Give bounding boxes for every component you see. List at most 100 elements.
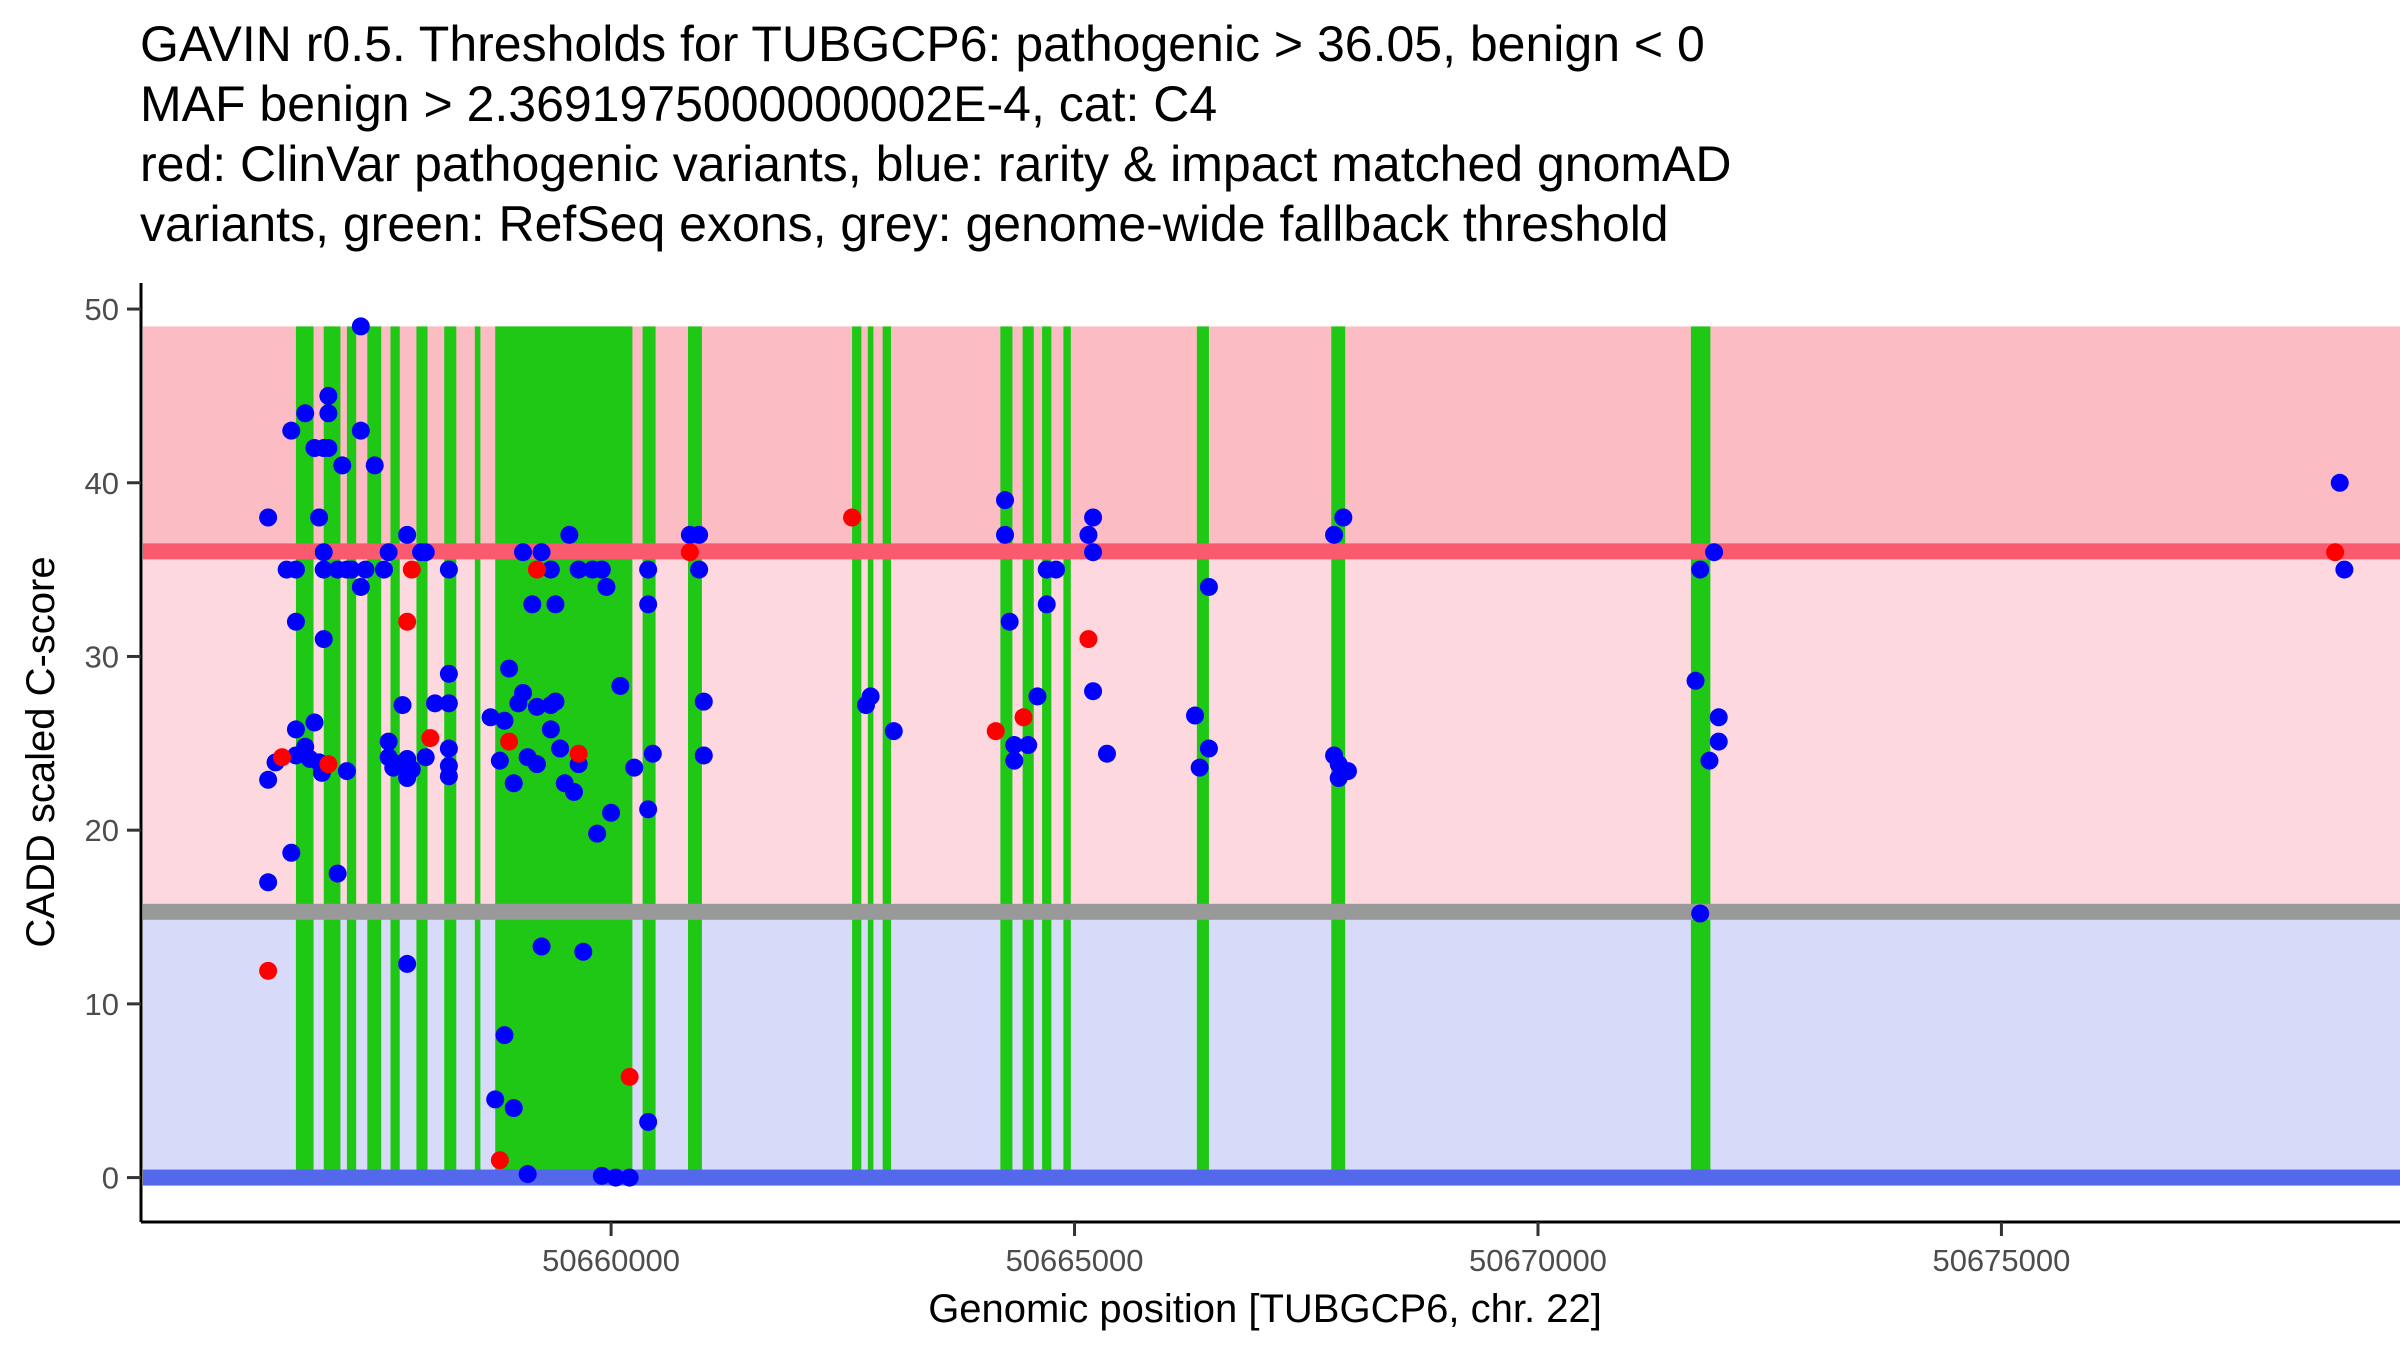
title-line-2: MAF benign > 2.3691975000000002E-4, cat:… <box>140 76 1218 132</box>
gnomad-point-35 <box>351 577 370 596</box>
gnomad-point-73 <box>523 595 542 614</box>
gnomad-point-140 <box>1691 904 1710 923</box>
gnomad-point-10 <box>286 720 305 739</box>
exon-bar-8 <box>474 326 481 1178</box>
gnomad-point-139 <box>1691 560 1710 579</box>
gnomad-point-87 <box>569 560 588 579</box>
gnomad-point-136 <box>1334 508 1353 527</box>
gnomad-point-46 <box>398 954 417 973</box>
exon-bar-14 <box>882 326 892 1178</box>
exon-bar-2 <box>323 326 341 1178</box>
gnomad-point-75 <box>527 755 546 774</box>
clinvar-point-17 <box>2326 543 2345 562</box>
gnomad-point-39 <box>379 543 398 562</box>
gnomad-point-124 <box>1084 508 1103 527</box>
gnomad-point-63 <box>495 1026 514 1045</box>
gnomad-point-3 <box>259 873 278 892</box>
gnomad-point-100 <box>639 560 658 579</box>
gnomad-point-9 <box>286 612 305 631</box>
gnomad-point-69 <box>514 543 533 562</box>
gnomad-point-40 <box>379 732 398 751</box>
gnomad-point-144 <box>1709 732 1728 751</box>
gnomad-point-81 <box>546 595 565 614</box>
gnomad-point-80 <box>541 720 560 739</box>
exon-bar-4 <box>367 326 382 1178</box>
gnomad-point-129 <box>1190 758 1209 777</box>
gnomad-point-127 <box>1097 744 1116 763</box>
gnomad-point-17 <box>310 508 329 527</box>
gnomad-point-45 <box>398 525 417 544</box>
gnomad-point-55 <box>439 664 458 683</box>
gnomad-point-137 <box>1338 762 1357 781</box>
gnomad-point-86 <box>565 782 584 801</box>
gnomad-point-71 <box>518 1165 537 1184</box>
gnomad-point-29 <box>333 456 352 475</box>
gnomad-point-66 <box>504 1099 523 1118</box>
gnomad-point-131 <box>1199 739 1218 758</box>
gnomad-point-53 <box>425 694 444 713</box>
variant-points <box>259 317 2354 1187</box>
y-tick-label-50: 50 <box>85 292 119 327</box>
pathogenic-threshold <box>143 543 2400 560</box>
clinvar-point-2 <box>273 748 292 767</box>
gnomad-point-143 <box>1709 708 1728 727</box>
gnomad-point-70 <box>514 683 533 702</box>
gnomad-point-103 <box>639 1112 658 1131</box>
gnomad-point-138 <box>1686 671 1705 690</box>
clinvar-point-13 <box>843 508 862 527</box>
x-tick-label-50660000: 50660000 <box>542 1243 680 1278</box>
gnomad-point-23 <box>314 630 333 649</box>
gnomad-point-126 <box>1084 682 1103 701</box>
exon-bar-13 <box>867 326 874 1178</box>
gnomad-point-51 <box>416 543 435 562</box>
gnomad-point-44 <box>393 696 412 715</box>
gnomad-point-98 <box>620 1168 639 1187</box>
gnomad-point-102 <box>639 800 658 819</box>
gnomad-point-132 <box>1325 525 1344 544</box>
gnomad-point-76 <box>532 543 551 562</box>
gnomad-point-31 <box>337 762 356 781</box>
gnomad-point-54 <box>439 560 458 579</box>
gnomad-point-36 <box>356 560 375 579</box>
uncertain-zone <box>143 551 2400 912</box>
gnomad-point-60 <box>481 708 500 727</box>
gnomad-point-28 <box>328 864 347 883</box>
gnomad-point-104 <box>643 744 662 763</box>
title-line-3: red: ClinVar pathogenic variants, blue: … <box>140 136 1732 192</box>
gnomad-point-92 <box>592 560 611 579</box>
gnomad-point-26 <box>319 439 338 458</box>
gnomad-point-122 <box>1046 560 1065 579</box>
gnomad-point-21 <box>314 543 333 562</box>
clinvar-point-5 <box>402 560 421 579</box>
gnomad-point-37 <box>365 456 384 475</box>
gnomad-point-115 <box>1000 612 1019 631</box>
gnomad-point-118 <box>1019 736 1038 755</box>
threshold-lines <box>143 543 2400 1186</box>
clinvar-point-14 <box>986 722 1005 741</box>
gnomad-point-8 <box>286 560 305 579</box>
threshold-bands <box>143 326 2400 1178</box>
clinvar-point-9 <box>527 560 546 579</box>
axes <box>139 283 2400 1224</box>
exon-bar-12 <box>852 326 862 1178</box>
gnomad-point-33 <box>351 317 370 336</box>
clinvar-point-3 <box>319 755 338 774</box>
gnomad-point-15 <box>305 713 324 732</box>
title-line-4: variants, green: RefSeq exons, grey: gen… <box>140 196 1669 252</box>
gnomad-point-67 <box>504 774 523 793</box>
gnomad-point-101 <box>639 595 658 614</box>
gnomad-point-52 <box>416 748 435 767</box>
gnomad-point-106 <box>690 525 709 544</box>
x-tick-label-50670000: 50670000 <box>1469 1243 1607 1278</box>
gnomad-point-130 <box>1199 577 1218 596</box>
gnomad-point-116 <box>1005 736 1024 755</box>
gnomad-point-121 <box>1037 595 1056 614</box>
gnomad-point-82 <box>546 692 565 711</box>
clinvar-point-11 <box>620 1067 639 1086</box>
chart-title: GAVIN r0.5. Thresholds for TUBGCP6: path… <box>140 14 2340 254</box>
benign-threshold <box>143 1169 2400 1186</box>
gnomad-point-128 <box>1186 706 1205 725</box>
clinvar-point-6 <box>421 729 440 748</box>
gnomad-point-24 <box>319 386 338 405</box>
